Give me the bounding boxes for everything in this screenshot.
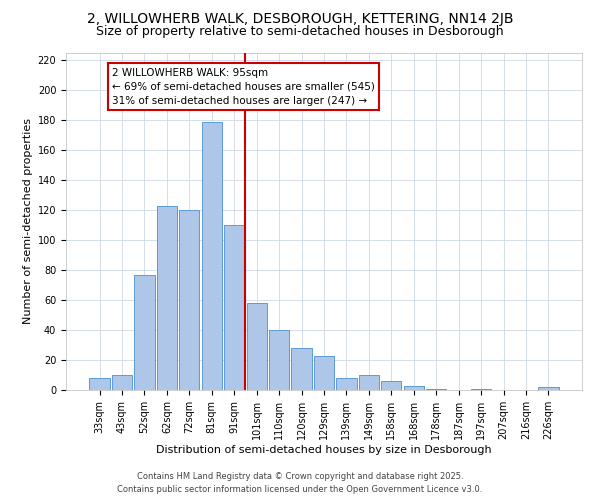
Text: 2, WILLOWHERB WALK, DESBOROUGH, KETTERING, NN14 2JB: 2, WILLOWHERB WALK, DESBOROUGH, KETTERIN… [87, 12, 513, 26]
Bar [359, 375, 379, 390]
Bar [538, 387, 559, 390]
Bar [247, 303, 267, 390]
Bar [269, 330, 289, 390]
Bar [471, 388, 491, 390]
Bar [202, 122, 222, 390]
Text: Size of property relative to semi-detached houses in Desborough: Size of property relative to semi-detach… [96, 25, 504, 38]
Bar [314, 356, 334, 390]
Text: Contains HM Land Registry data © Crown copyright and database right 2025.
Contai: Contains HM Land Registry data © Crown c… [118, 472, 482, 494]
Bar [426, 388, 446, 390]
Bar [89, 378, 110, 390]
Bar [134, 274, 155, 390]
Bar [157, 206, 177, 390]
X-axis label: Distribution of semi-detached houses by size in Desborough: Distribution of semi-detached houses by … [156, 444, 492, 454]
Bar [381, 381, 401, 390]
Y-axis label: Number of semi-detached properties: Number of semi-detached properties [23, 118, 34, 324]
Bar [404, 386, 424, 390]
Bar [112, 375, 132, 390]
Text: 2 WILLOWHERB WALK: 95sqm
← 69% of semi-detached houses are smaller (545)
31% of : 2 WILLOWHERB WALK: 95sqm ← 69% of semi-d… [112, 68, 375, 106]
Bar [337, 378, 356, 390]
Bar [179, 210, 199, 390]
Bar [292, 348, 311, 390]
Bar [224, 225, 244, 390]
